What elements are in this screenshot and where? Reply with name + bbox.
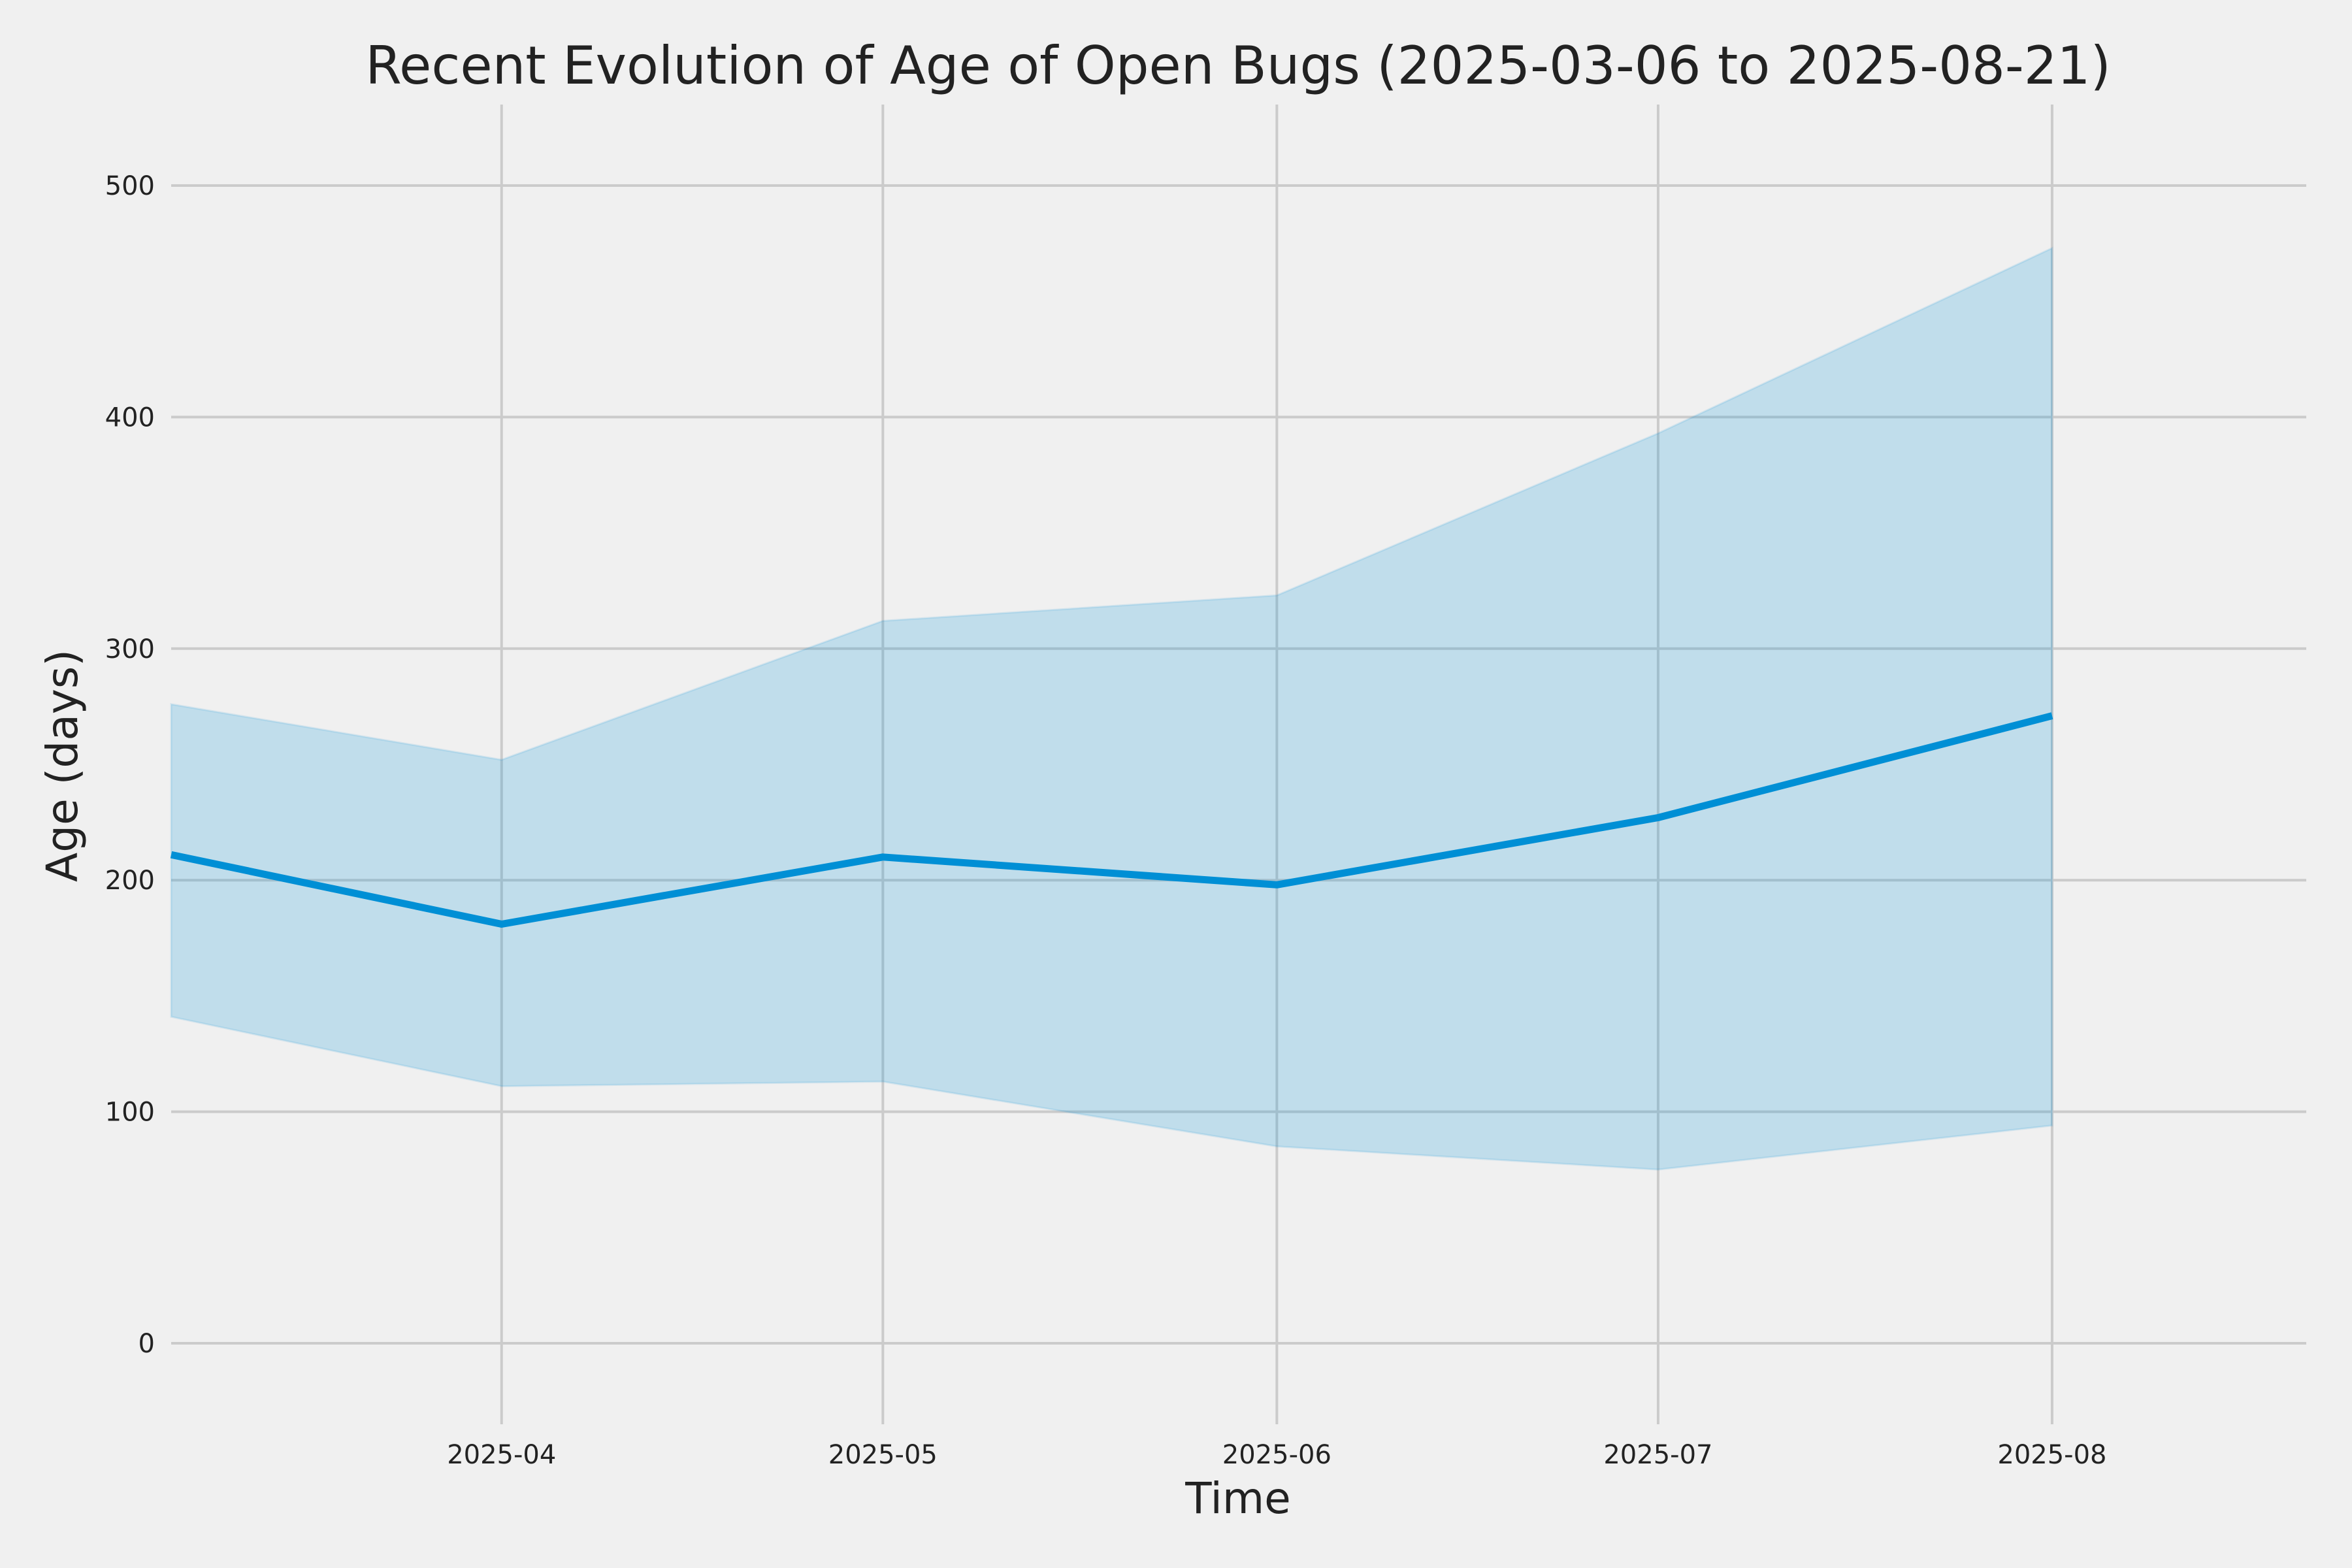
- confidence-band: [170, 246, 2053, 1171]
- series-line-layer: [170, 712, 2053, 928]
- median-age-line: [170, 712, 2053, 928]
- x-tick-label: 2025-04: [447, 1440, 556, 1470]
- y-tick-label: 100: [105, 1098, 155, 1128]
- y-tick-label: 0: [139, 1329, 155, 1359]
- y-axis-label: Age (days): [37, 649, 88, 882]
- x-tick-label: 2025-08: [1997, 1440, 2106, 1470]
- y-tick-label: 200: [105, 866, 155, 896]
- y-tick-label: 300: [105, 634, 155, 664]
- grid-layer: [171, 105, 2306, 1424]
- confidence-band-layer: [170, 246, 2053, 1171]
- x-tick-label: 2025-07: [1603, 1440, 1712, 1470]
- x-axis-label: Time: [1184, 1473, 1291, 1524]
- y-tick-labels: 0 100 200 300 400 500: [105, 171, 155, 1359]
- y-tick-label: 500: [105, 171, 155, 201]
- x-tick-labels: 2025-04 2025-05 2025-06 2025-07 2025-08: [447, 1440, 2106, 1470]
- x-tick-label: 2025-06: [1222, 1440, 1331, 1470]
- x-tick-label: 2025-05: [828, 1440, 938, 1470]
- y-tick-label: 400: [105, 402, 155, 433]
- chart-title: Recent Evolution of Age of Open Bugs (20…: [365, 35, 2111, 96]
